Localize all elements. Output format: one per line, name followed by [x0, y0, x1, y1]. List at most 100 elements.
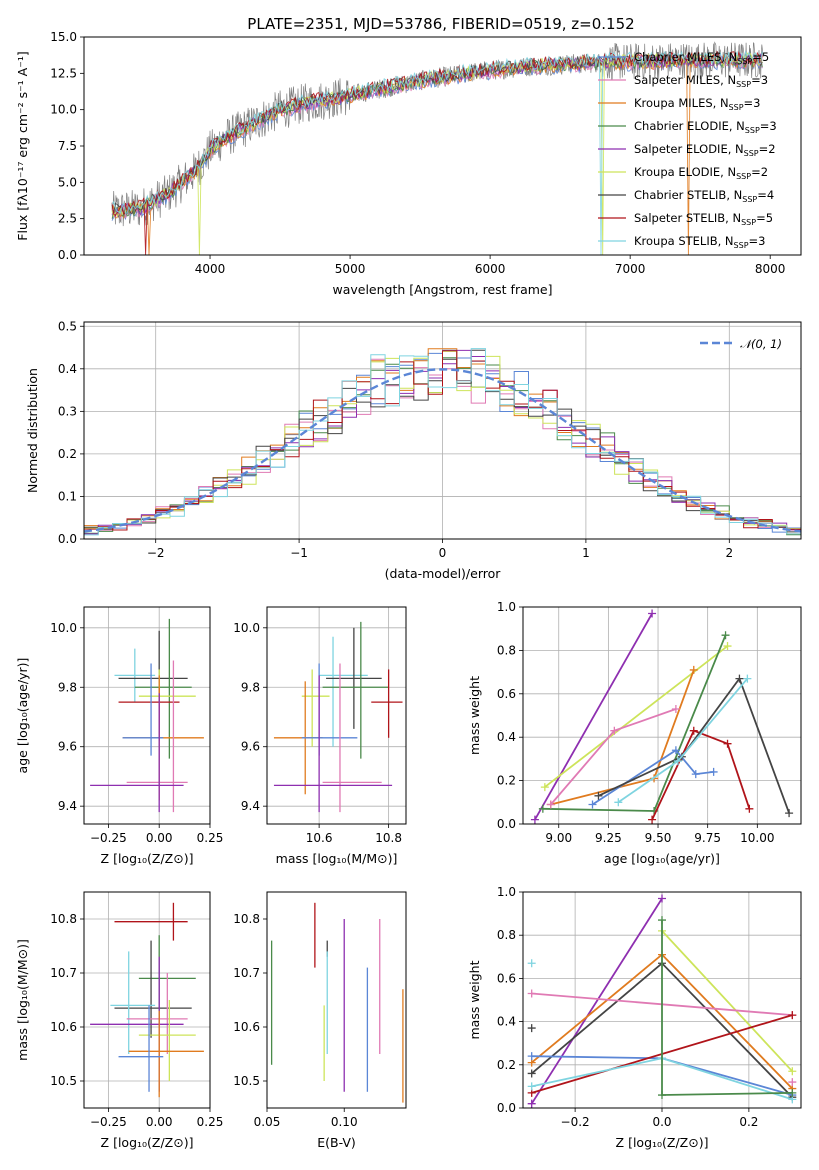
- legend-entry: Salpeter MILES, NSSP=3: [634, 73, 768, 89]
- residual-histogram-panel: −2 −1 0 1 2 0.0 0.1 0.2 0.3 0.4 0.5 (data-model)/er…: [25, 319, 802, 581]
- weight-marker: [530, 815, 539, 824]
- weight-marker: [658, 916, 666, 925]
- y-tick-label: 9.4: [58, 799, 77, 813]
- y-tick-label: 10.8: [233, 912, 260, 926]
- weight-marker: [689, 665, 698, 674]
- x-axis-label: wavelength [Angstrom, rest frame]: [332, 282, 552, 297]
- x-tick-label: 7000: [615, 262, 646, 276]
- y-axis-label: Flux [fλ10⁻¹⁷ erg cm⁻² s⁻¹ A⁻¹]: [15, 51, 30, 240]
- legend-nssp: =3: [749, 234, 766, 248]
- legend-name: Kroupa ELODIE, N: [634, 165, 736, 179]
- plot-area: [270, 902, 404, 1103]
- x-tick-label: 9.75: [694, 831, 721, 845]
- weight-marker: [538, 804, 547, 813]
- legend-entry: 𝒩(0, 1): [740, 337, 782, 351]
- y-tick-label: 0.0: [58, 248, 77, 262]
- weight-marker: [721, 631, 730, 640]
- x-tick-label: 4000: [195, 262, 226, 276]
- weight-marker: [658, 894, 666, 903]
- weight-line-salpeter-elodie: [530, 898, 663, 1105]
- y-tick-label: 10.0: [50, 621, 77, 635]
- legend-nssp: =3: [760, 119, 777, 133]
- weight-marker: [527, 1082, 536, 1091]
- y-tick-label: 10.6: [50, 1020, 77, 1034]
- x-tick-label: 0.05: [254, 1115, 281, 1129]
- weight-vs-metallicity-panel: −0.2 0.0 0.2 0.0 0.2 0.4 0.6 0.8 1.0 Z [log₁₀(Z/Z…: [467, 885, 802, 1150]
- weight-marker: [788, 1088, 797, 1097]
- legend-entry: Kroupa ELODIE, NSSP=2: [634, 165, 768, 181]
- y-tick-label: 0.0: [497, 1101, 516, 1115]
- y-tick-label: 5.0: [58, 175, 77, 189]
- ticks: 10.6 10.8 9.4 9.6 9.8 10.0: [233, 621, 402, 845]
- x-tick-label: −0.25: [90, 1115, 127, 1129]
- weight-marker: [527, 1024, 536, 1033]
- x-tick-label: 0.00: [146, 1115, 173, 1129]
- y-tick-label: 9.8: [241, 680, 260, 694]
- legend-entry: Salpeter STELIB, NSSP=5: [634, 211, 773, 227]
- y-tick-label: 0.8: [497, 928, 516, 942]
- y-axis-label: mass weight: [467, 960, 482, 1039]
- x-axis-label: Z [log₁₀(Z/Z⊙)]: [101, 1135, 194, 1150]
- y-tick-label: 0.6: [497, 971, 516, 985]
- y-tick-label: 10.5: [233, 1074, 260, 1088]
- x-tick-label: 10.8: [375, 831, 402, 845]
- weight-marker: [671, 746, 680, 755]
- legend-nssp: =5: [752, 50, 769, 64]
- y-tick-label: 9.6: [58, 740, 77, 754]
- plot-area: [84, 348, 801, 536]
- y-tick-label: 0.4: [58, 362, 77, 376]
- plot-area: [90, 902, 204, 1098]
- legend-entry: Kroupa MILES, NSSP=3: [634, 96, 760, 112]
- ticks: 0.05 0.10 10.5 10.6 10.7 10.8: [233, 912, 357, 1129]
- y-tick-label: 9.4: [241, 799, 260, 813]
- ticks: −2 −1 0 1 2 0.0 0.1 0.2 0.3 0.4 0.5: [58, 319, 733, 560]
- y-tick-label: 2.5: [58, 212, 77, 226]
- legend-name: Chabrier STELIB, N: [634, 188, 742, 202]
- y-tick-label: 1.0: [497, 600, 516, 614]
- y-tick-label: 1.0: [497, 885, 516, 899]
- age-vs-metallicity-panel: −0.25 0.00 0.25 9.4 9.6 9.8 10.0 Z [log₁₀(Z/Z⊙)…: [15, 606, 223, 866]
- weight-marker: [788, 1078, 797, 1087]
- y-tick-label: 10.7: [233, 966, 260, 980]
- model-spectrum-chabrier-stelib: [111, 51, 763, 216]
- ticks: −0.25 0.00 0.25 9.4 9.6 9.8 10.0: [50, 621, 223, 845]
- axes-frame: [83, 606, 211, 825]
- plot-area: [90, 618, 204, 813]
- legend-nssp: =2: [751, 165, 768, 179]
- y-axis-label: age [log₁₀(age/yr)]: [15, 658, 30, 774]
- y-tick-label: 0.2: [497, 774, 516, 788]
- spectrum-panel: 4000 5000 6000 7000 8000 0.0 2.5 5.0 7.5 10.0 12.5…: [15, 30, 802, 297]
- x-tick-label: −0.2: [561, 1115, 590, 1129]
- y-tick-label: 10.6: [233, 1020, 260, 1034]
- x-tick-label: 5000: [335, 262, 366, 276]
- x-tick-label: 0.00: [146, 831, 173, 845]
- legend-name: Kroupa MILES, N: [634, 96, 729, 110]
- histogram-legend: 𝒩(0, 1): [700, 337, 782, 351]
- age-vs-mass-panel: 10.6 10.8 9.4 9.6 9.8 10.0 mass [log₁₀(M/M⊙)]: [233, 606, 407, 866]
- weight-marker: [658, 1091, 666, 1100]
- x-tick-label: 9.50: [645, 831, 672, 845]
- x-tick-label: 6000: [475, 262, 506, 276]
- legend-subscript: SSP: [737, 57, 752, 66]
- weight-marker: [527, 1099, 536, 1108]
- weight-line-kroupa-elodie: [661, 930, 793, 1072]
- y-axis-label: Normed distribution: [25, 368, 40, 493]
- x-axis-label: age [log₁₀(age/yr)]: [604, 851, 720, 866]
- weight-vs-age-panel: 9.00 9.25 9.50 9.75 10.00 0.0 0.2 0.4 0.6 0.8 1.0 a…: [467, 600, 802, 866]
- weight-marker: [788, 1067, 797, 1076]
- y-tick-label: 0.8: [497, 643, 516, 657]
- y-tick-label: 10.5: [50, 1074, 77, 1088]
- weight-marker: [691, 770, 700, 779]
- weight-marker: [648, 815, 657, 824]
- y-tick-label: 9.6: [241, 740, 260, 754]
- plot-area: [273, 621, 403, 813]
- legend-entry: Chabrier ELODIE, NSSP=3: [634, 119, 777, 135]
- weight-marker: [689, 726, 698, 735]
- figure-title: PLATE=2351, MJD=53786, FIBERID=0519, z=0…: [247, 15, 634, 33]
- legend-subscript: SSP: [729, 103, 744, 112]
- y-tick-label: 12.5: [50, 66, 77, 80]
- axes-frame: [83, 891, 211, 1109]
- weight-line-salpeter-stelib: [651, 729, 751, 821]
